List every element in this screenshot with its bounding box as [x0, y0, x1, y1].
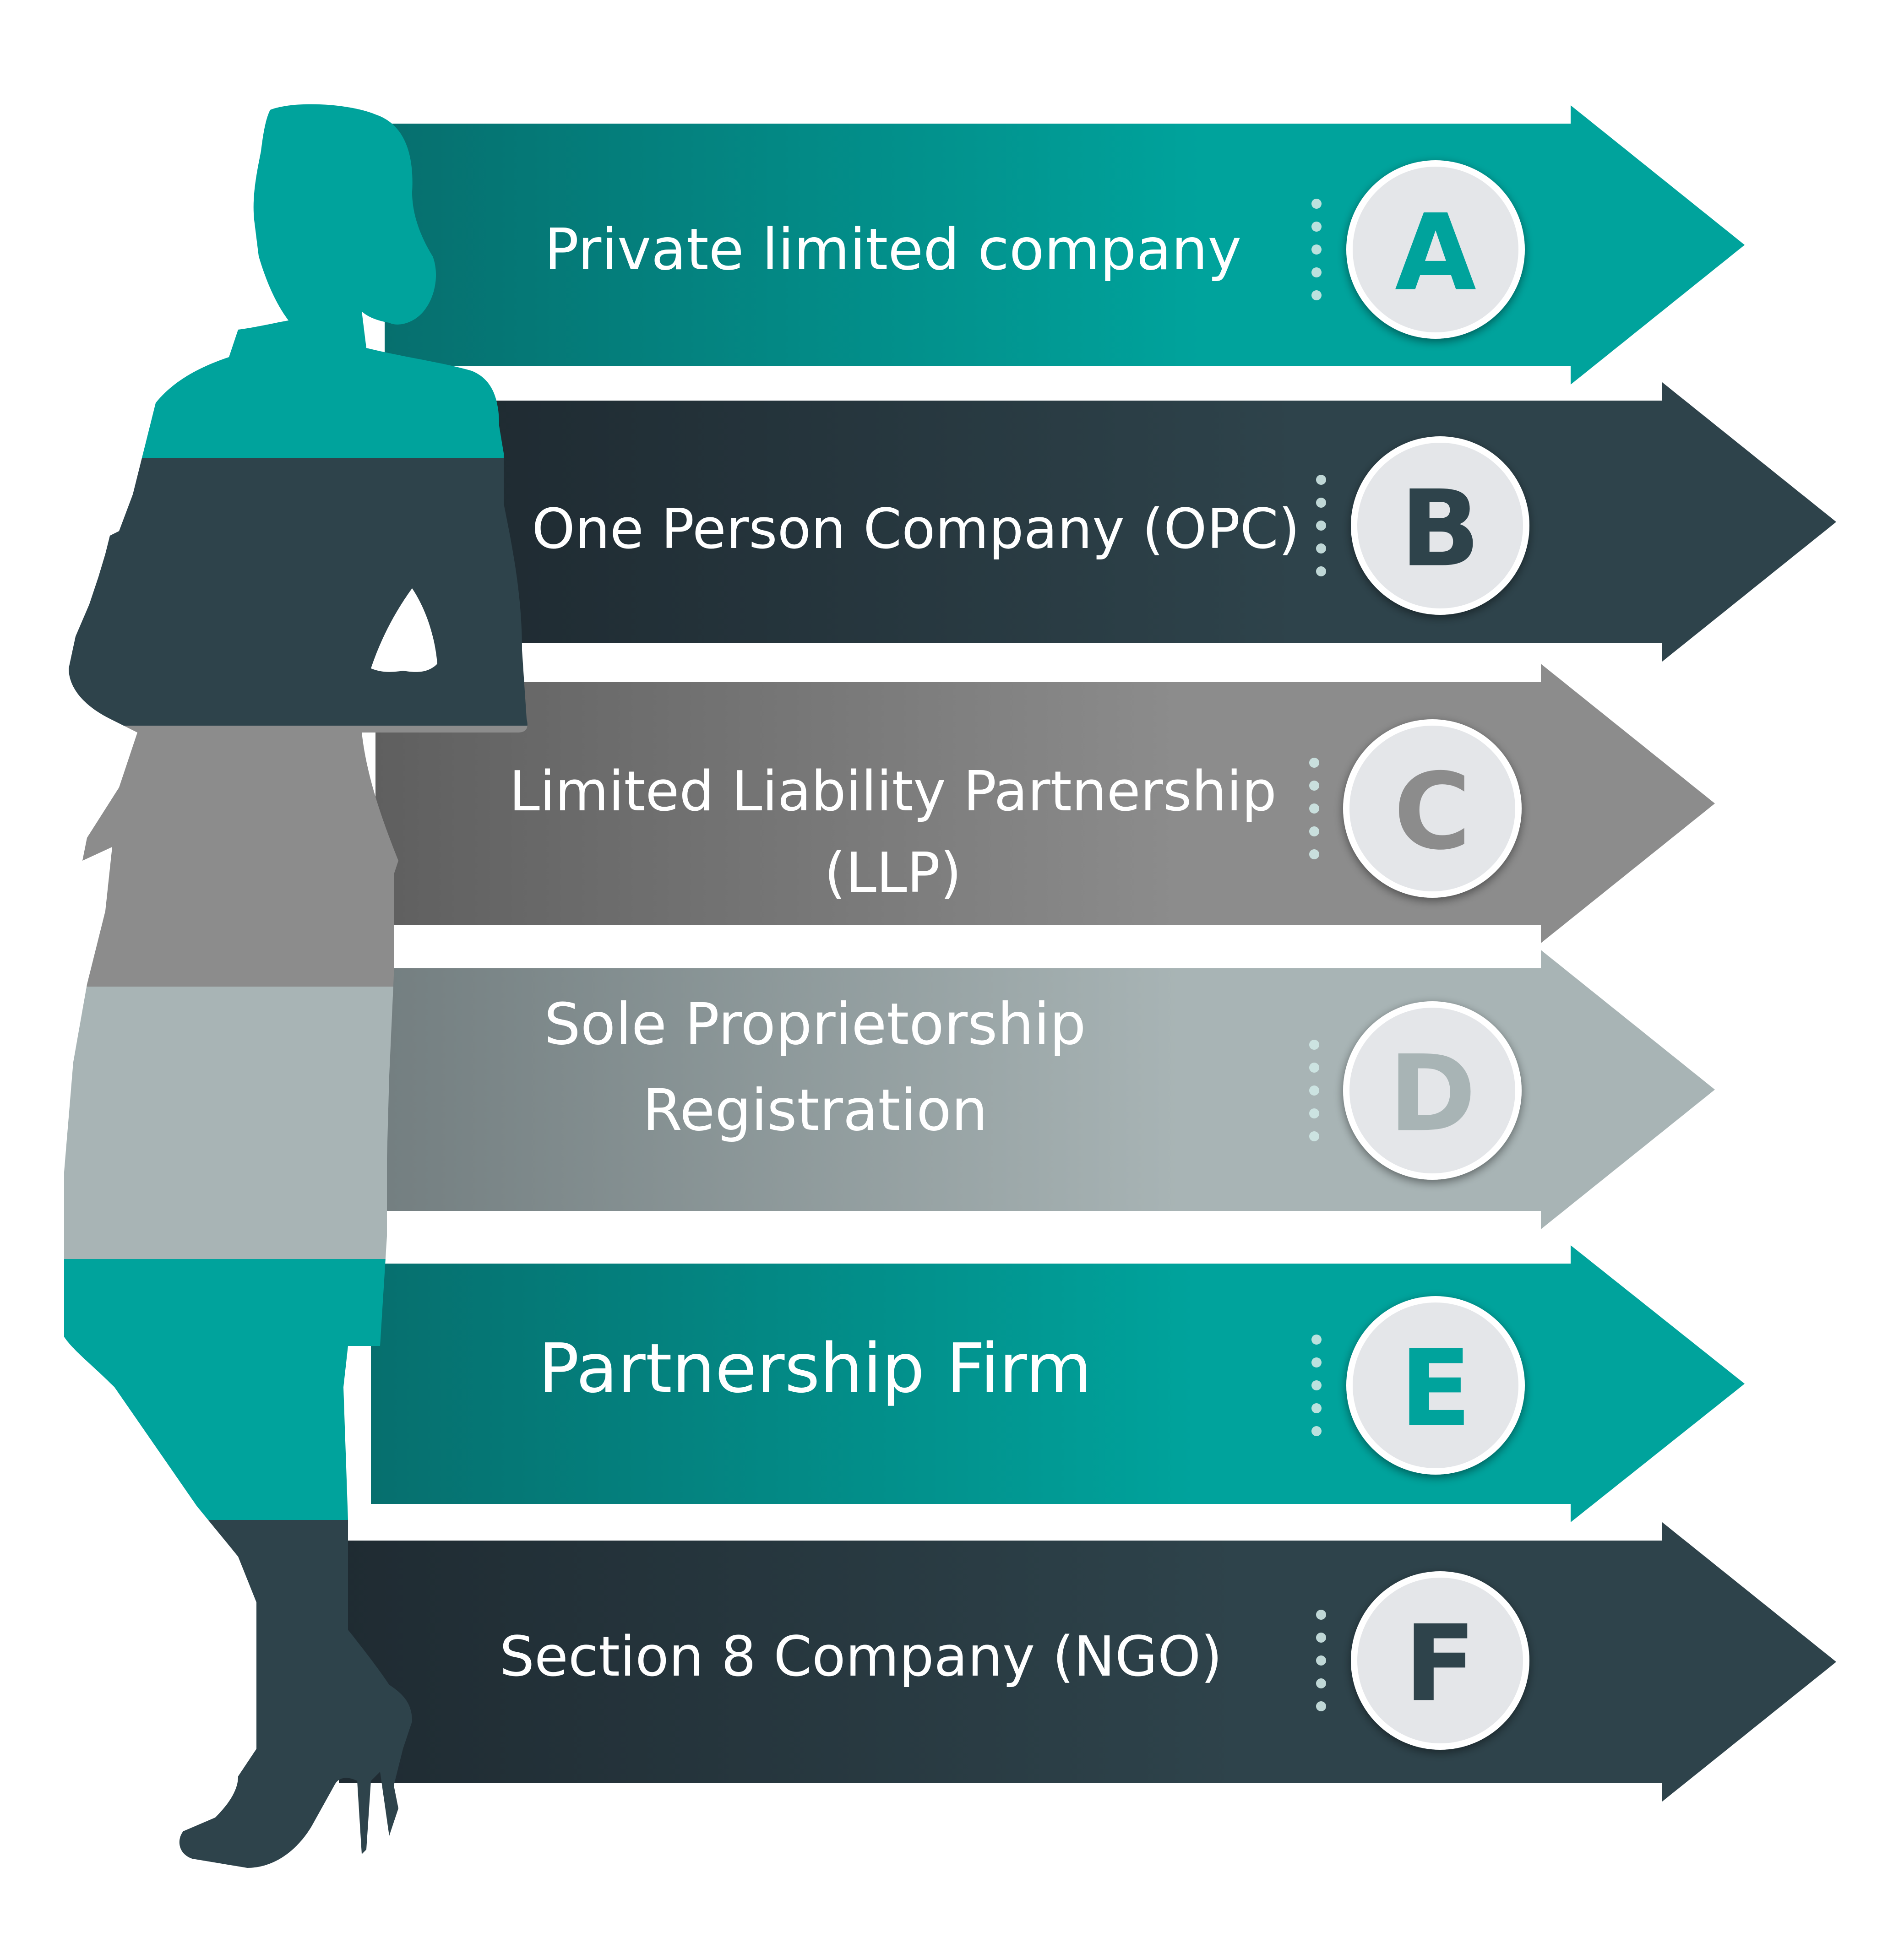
divider-dot [1316, 1678, 1326, 1688]
divider-dot [1309, 803, 1319, 814]
divider-dot [1316, 1655, 1326, 1666]
divider-dot [1309, 1063, 1319, 1073]
label-a-line-1: Private limited company [544, 217, 1242, 283]
badge-f-fill [1357, 1578, 1523, 1743]
figure-hand-notch [371, 588, 437, 672]
divider-dot [1309, 1108, 1319, 1118]
divider-dot [1309, 1131, 1319, 1141]
badge-d: D [1343, 1001, 1522, 1180]
badge-d-letter: D [1389, 1033, 1476, 1156]
divider-dot [1309, 1040, 1319, 1050]
divider-dot [1311, 199, 1322, 209]
badge-a-letter: A [1395, 192, 1476, 315]
divider-dots-d [1309, 1040, 1319, 1141]
label-b: One Person Company (OPC) [532, 498, 1300, 561]
divider-dot [1316, 1610, 1326, 1620]
divider-dot [1311, 1403, 1322, 1413]
divider-dot [1316, 1633, 1326, 1643]
badge-a: A [1346, 160, 1525, 339]
divider-dots-f [1316, 1610, 1326, 1711]
divider-dot [1316, 543, 1326, 554]
label-c: Limited Liability Partnership (LLP) [509, 760, 1277, 905]
label-layer: Private limited company A One Person Compa… [500, 160, 1529, 1750]
badge-b-letter: B [1400, 468, 1480, 591]
label-f-line-1: Section 8 Company (NGO) [500, 1625, 1222, 1689]
badge-f-letter: F [1404, 1603, 1476, 1726]
divider-dot [1309, 1085, 1319, 1096]
badge-b: B [1351, 436, 1529, 615]
figure-band-charcoal [64, 458, 528, 726]
divider-dot [1316, 521, 1326, 531]
divider-dots-b [1316, 475, 1326, 576]
label-d: Sole Proprietorship Registration [544, 991, 1086, 1144]
divider-dots-e [1311, 1335, 1322, 1436]
badge-c-fill [1349, 726, 1515, 891]
divider-dot [1309, 826, 1319, 836]
arrow-list [339, 105, 1836, 1802]
badge-e: E [1346, 1296, 1525, 1475]
divider-dot [1311, 1335, 1322, 1345]
badge-e-letter: E [1399, 1328, 1471, 1450]
divider-dot [1316, 498, 1326, 508]
badge-e-fill [1353, 1302, 1518, 1468]
badge-c: C [1343, 719, 1522, 898]
label-c-line-1: Limited Liability Partnership [509, 760, 1277, 824]
badge-c-letter: C [1394, 751, 1471, 874]
divider-dot [1309, 849, 1319, 859]
badge-f: F [1351, 1571, 1529, 1750]
divider-dot [1311, 290, 1322, 300]
divider-dot [1316, 1701, 1326, 1711]
badge-d-fill [1349, 1008, 1515, 1173]
label-f: Section 8 Company (NGO) [500, 1625, 1222, 1689]
label-c-line-2: (LLP) [824, 841, 962, 905]
label-a: Private limited company [544, 217, 1242, 283]
badge-a-fill [1353, 167, 1518, 332]
divider-dots-c [1309, 758, 1319, 859]
divider-dot [1316, 475, 1326, 485]
label-e: Partnership Firm [539, 1329, 1092, 1408]
divider-dot [1311, 267, 1322, 277]
divider-dot [1311, 1380, 1322, 1390]
badge-b-fill [1357, 443, 1523, 608]
divider-dot [1311, 1426, 1322, 1436]
label-d-line-1: Sole Proprietorship [544, 991, 1086, 1058]
divider-dot [1311, 222, 1322, 232]
divider-dot [1316, 566, 1326, 576]
label-e-line-1: Partnership Firm [539, 1329, 1092, 1408]
divider-dots-a [1311, 199, 1322, 300]
label-b-line-1: One Person Company (OPC) [532, 498, 1300, 561]
divider-dot [1309, 758, 1319, 768]
divider-dot [1311, 244, 1322, 255]
divider-dot [1311, 1357, 1322, 1368]
divider-dot [1309, 781, 1319, 791]
label-d-line-2: Registration [642, 1077, 988, 1144]
